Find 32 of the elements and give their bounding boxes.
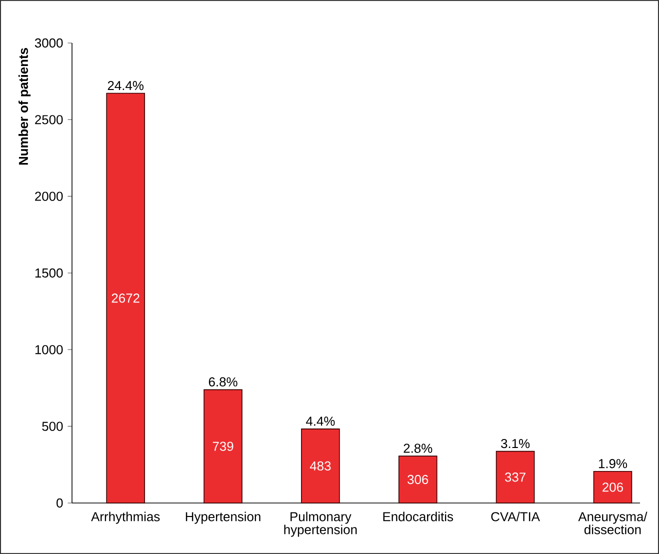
y-tick-label: 3000 <box>34 38 63 48</box>
data-label: 206 <box>602 482 623 492</box>
bar <box>106 92 145 504</box>
y-tick-label: 500 <box>42 422 63 431</box>
annotation: 24.4% <box>108 80 144 90</box>
y-axis-title: Number of patients <box>18 48 31 165</box>
y-tick-label: 1000 <box>35 345 63 354</box>
data-label: 483 <box>310 461 331 471</box>
bar <box>593 471 632 504</box>
annotation: 3.1% <box>501 438 530 448</box>
annotation: 2.8% <box>404 444 432 453</box>
data-label: 2672 <box>112 294 140 303</box>
y-tick-label: 2000 <box>35 192 63 201</box>
annotation: 1.9% <box>598 459 628 468</box>
x-tick-label: Endocarditis <box>383 512 454 522</box>
y-tick-label: 1500 <box>35 268 63 278</box>
x-tick-label: Hypertension <box>186 512 260 524</box>
bar <box>398 456 438 504</box>
bar <box>301 428 340 504</box>
bar <box>496 450 535 504</box>
y-tick-label: 2500 <box>35 115 63 124</box>
data-label: 306 <box>408 474 428 484</box>
x-tick-label: Arrhythmias <box>91 512 160 524</box>
x-tick-label: CVA/TIA <box>491 512 540 522</box>
data-label: 739 <box>212 442 234 451</box>
annotation: 4.4% <box>306 416 335 426</box>
data-label: 337 <box>504 472 526 482</box>
x-tick-label: Aneurysma/ dissection <box>578 512 648 534</box>
bar <box>204 389 242 504</box>
y-tick-label: 0 <box>56 498 63 508</box>
annotation: 6.8% <box>208 377 238 386</box>
x-tick-label: Pulmonary hypertension <box>284 512 357 537</box>
